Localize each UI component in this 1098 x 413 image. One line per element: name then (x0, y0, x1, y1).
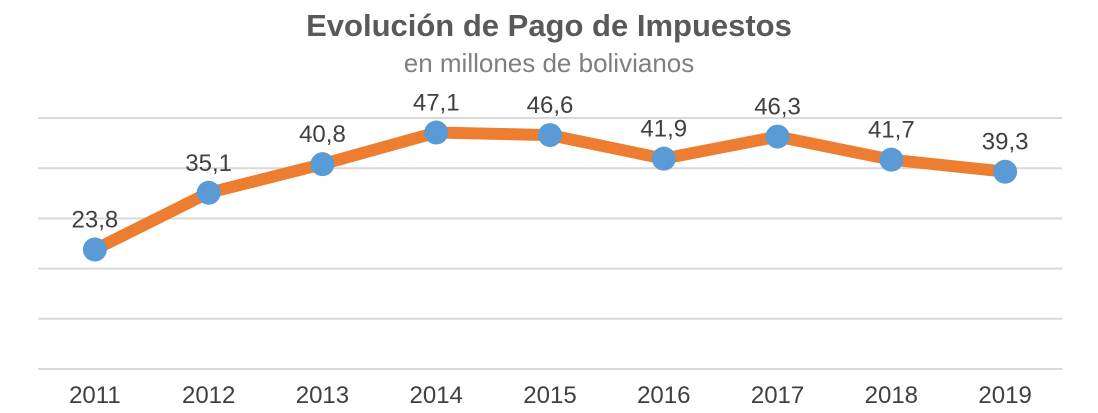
data-point-2014 (424, 120, 449, 145)
series-markers (82, 120, 1018, 262)
data-point-2013 (310, 152, 335, 177)
data-label-2014: 47,1 (413, 90, 460, 117)
x-tick-label-2013: 2013 (296, 382, 349, 409)
data-point-2018 (879, 147, 904, 172)
data-label-2017: 46,3 (754, 94, 801, 121)
x-tick-label-2011: 2011 (69, 382, 121, 409)
data-point-2016 (651, 146, 676, 171)
x-tick-label-2014: 2014 (410, 382, 463, 409)
chart-subtitle: en millones de bolivianos (403, 48, 695, 78)
x-axis-tick-labels: 2011 2012 2013 2014 2015 2016 2017 2018 2019 (69, 382, 1032, 409)
data-label-2011: 23,8 (72, 207, 119, 234)
data-point-2011 (82, 237, 107, 262)
data-point-2019 (993, 159, 1018, 184)
data-label-2016: 41,9 (640, 116, 687, 143)
data-label-2015: 46,6 (527, 92, 574, 119)
data-labels: 23,8 35,1 40,8 47,1 46,6 41,9 46,3 41,7 39,3 (72, 90, 1029, 234)
data-point-2015 (538, 123, 562, 148)
x-tick-label-2017: 2017 (751, 382, 804, 409)
gridlines (38, 117, 1062, 370)
chart-title: Evolución de Pago de Impuestos (306, 8, 792, 43)
data-point-2012 (196, 180, 221, 205)
x-tick-label-2012: 2012 (182, 382, 235, 409)
x-tick-label-2019: 2019 (978, 382, 1031, 409)
data-label-2013: 40,8 (299, 121, 346, 148)
x-tick-label-2016: 2016 (637, 382, 690, 409)
data-label-2019: 39,3 (982, 129, 1029, 156)
x-tick-label-2018: 2018 (865, 382, 918, 409)
data-label-2012: 35,1 (185, 150, 232, 177)
data-label-2018: 41,7 (868, 117, 915, 144)
data-point-2017 (765, 124, 790, 149)
x-tick-label-2015: 2015 (523, 382, 576, 409)
